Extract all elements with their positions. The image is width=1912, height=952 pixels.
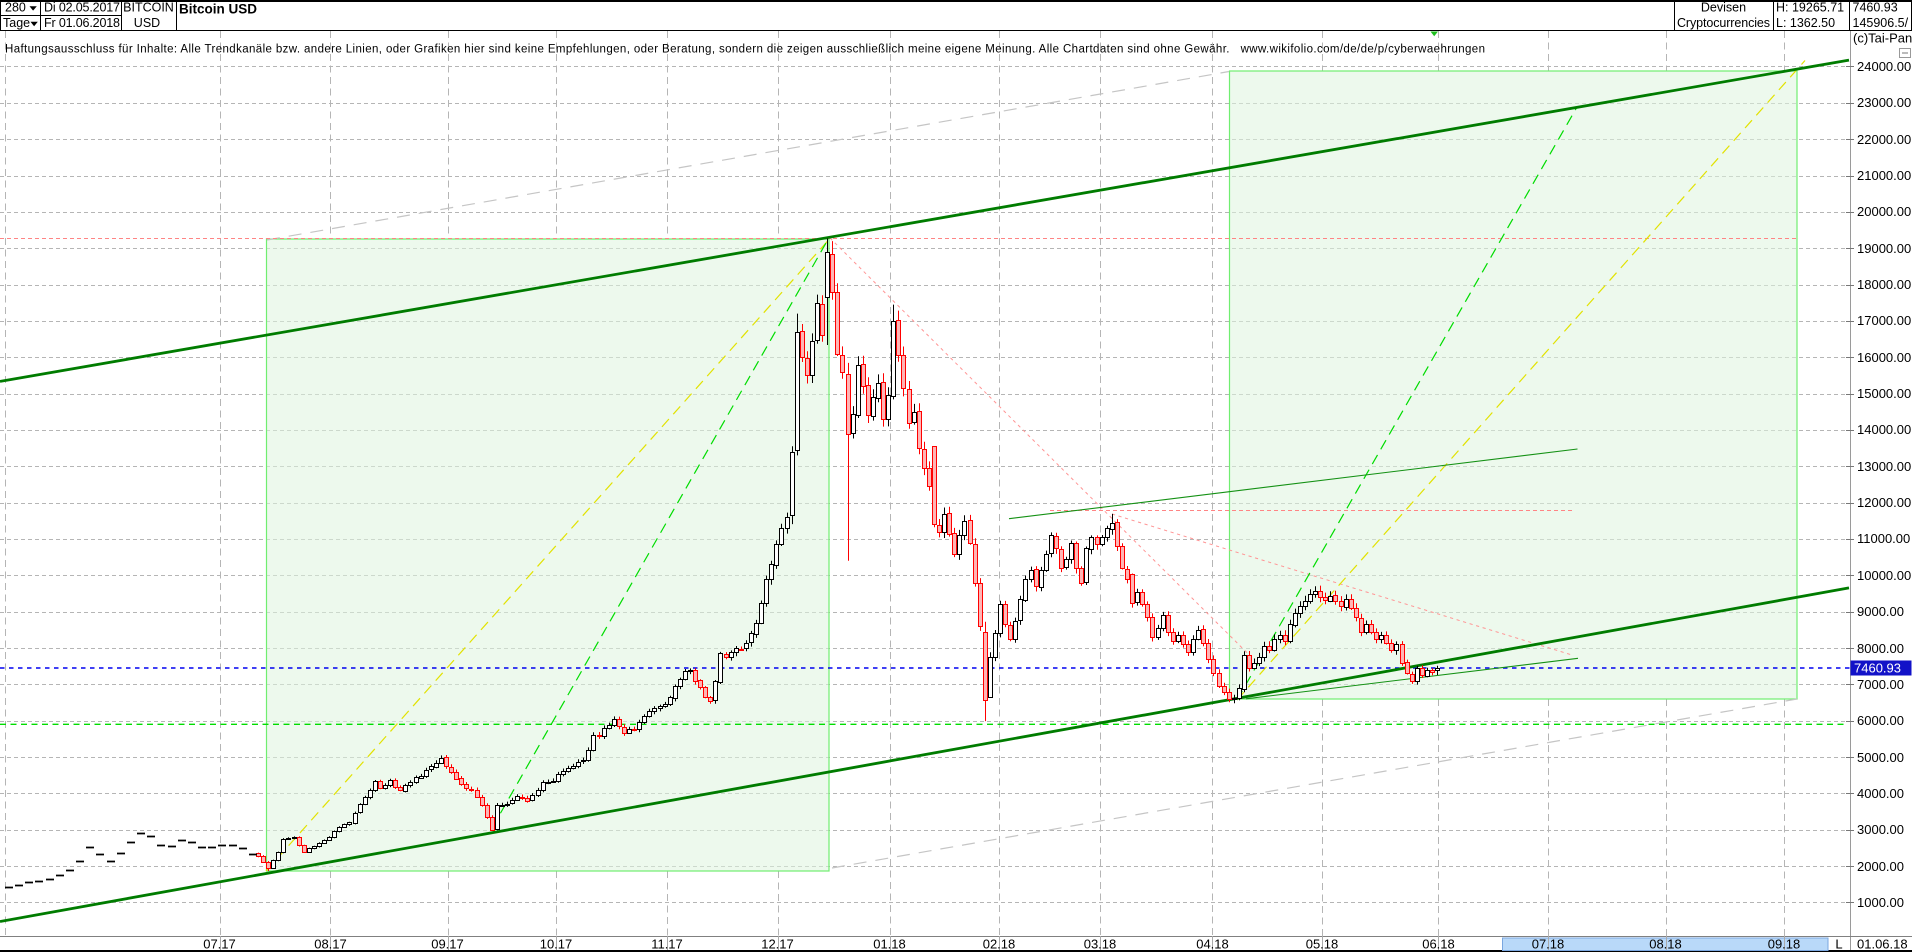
- svg-text:7460.93: 7460.93: [1854, 661, 1901, 676]
- svg-text:L: 1362.50: L: 1362.50: [1776, 16, 1835, 30]
- svg-text:145906.5/: 145906.5/: [1853, 16, 1909, 30]
- svg-text:1000.00: 1000.00: [1857, 895, 1904, 910]
- svg-text:16000.00: 16000.00: [1857, 350, 1911, 365]
- svg-text:BITCOIN: BITCOIN: [123, 1, 174, 15]
- svg-text:04.18: 04.18: [1196, 937, 1229, 952]
- svg-text:Tage: Tage: [3, 16, 30, 30]
- svg-text:11.17: 11.17: [651, 937, 683, 952]
- svg-text:9000.00: 9000.00: [1857, 604, 1904, 619]
- svg-text:17000.00: 17000.00: [1857, 313, 1911, 328]
- svg-text:19000.00: 19000.00: [1857, 241, 1911, 256]
- svg-text:5000.00: 5000.00: [1857, 750, 1904, 765]
- svg-text:L: L: [1835, 937, 1842, 952]
- svg-text:18000.00: 18000.00: [1857, 277, 1911, 292]
- svg-text:05.18: 05.18: [1306, 937, 1339, 952]
- svg-text:08.17: 08.17: [314, 937, 347, 952]
- svg-text:6000.00: 6000.00: [1857, 713, 1904, 728]
- svg-text:08.18: 08.18: [1649, 937, 1682, 952]
- svg-text:10.17: 10.17: [540, 937, 573, 952]
- svg-text:22000.00: 22000.00: [1857, 132, 1911, 147]
- svg-text:Haftungsausschluss für Inhalte: Haftungsausschluss für Inhalte: Alle Tre…: [5, 44, 1485, 56]
- svg-text:09.17: 09.17: [431, 937, 464, 952]
- svg-text:280: 280: [5, 1, 26, 15]
- svg-text:14000.00: 14000.00: [1857, 422, 1911, 437]
- svg-text:23000.00: 23000.00: [1857, 95, 1911, 110]
- svg-text:15000.00: 15000.00: [1857, 386, 1911, 401]
- svg-text:Bitcoin USD: Bitcoin USD: [179, 2, 257, 17]
- svg-text:8000.00: 8000.00: [1857, 641, 1904, 656]
- svg-text:USD: USD: [134, 16, 160, 30]
- svg-text:7000.00: 7000.00: [1857, 677, 1904, 692]
- svg-text:H: 19265.71: H: 19265.71: [1776, 1, 1844, 15]
- svg-text:12000.00: 12000.00: [1857, 495, 1911, 510]
- svg-text:06.18: 06.18: [1422, 937, 1455, 952]
- svg-text:4000.00: 4000.00: [1857, 786, 1904, 801]
- svg-text:7460.93: 7460.93: [1853, 1, 1898, 15]
- svg-text:Devisen: Devisen: [1701, 1, 1746, 15]
- svg-text:01.18: 01.18: [873, 937, 906, 952]
- svg-text:12.17: 12.17: [761, 937, 794, 952]
- svg-text:21000.00: 21000.00: [1857, 168, 1911, 183]
- svg-text:07.17: 07.17: [203, 937, 236, 952]
- svg-text:20000.00: 20000.00: [1857, 204, 1911, 219]
- svg-text:10000.00: 10000.00: [1857, 568, 1911, 583]
- svg-text:3000.00: 3000.00: [1857, 822, 1904, 837]
- svg-text:13000.00: 13000.00: [1857, 459, 1911, 474]
- svg-text:Di 02.05.2017: Di 02.05.2017: [44, 1, 120, 15]
- svg-text:09.18: 09.18: [1768, 937, 1801, 952]
- svg-text:02.18: 02.18: [983, 937, 1016, 952]
- svg-text:Cryptocurrencies: Cryptocurrencies: [1677, 16, 1770, 30]
- svg-text:24000.00: 24000.00: [1857, 59, 1911, 74]
- svg-text:01.06.18: 01.06.18: [1857, 937, 1908, 952]
- svg-text:2000.00: 2000.00: [1857, 859, 1904, 874]
- svg-text:03.18: 03.18: [1084, 937, 1117, 952]
- svg-text:Fr 01.06.2018: Fr 01.06.2018: [44, 16, 120, 30]
- svg-text:11000.00: 11000.00: [1857, 531, 1910, 546]
- svg-text:07.18: 07.18: [1532, 937, 1565, 952]
- svg-text:(c)Tai-Pan: (c)Tai-Pan: [1853, 31, 1912, 46]
